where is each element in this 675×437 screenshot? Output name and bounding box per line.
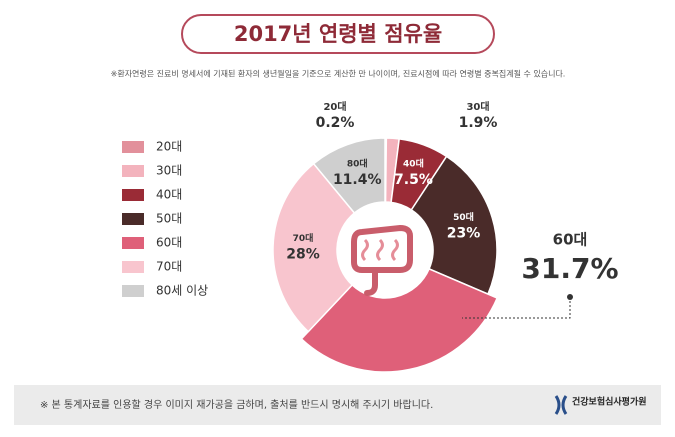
title-frame <box>181 14 495 54</box>
legend-swatch <box>122 165 144 177</box>
value-label: 0.2% <box>316 115 355 131</box>
slice-label: 60대 <box>553 231 588 249</box>
legend-swatch <box>122 189 144 201</box>
intestine-detail <box>361 238 399 262</box>
footer-note: ※ 본 통계자료를 인용할 경우 이미지 재가공을 금하며, 출처를 반드시 명… <box>40 398 433 411</box>
legend-label: 40대 <box>156 188 182 202</box>
value-label: 28% <box>286 246 320 262</box>
slice-label: 50대 <box>453 211 474 223</box>
legend-swatch <box>122 141 144 153</box>
value-label: 31.7% <box>521 252 618 285</box>
slice-label: 40대 <box>403 158 424 170</box>
value-label: 11.4% <box>333 172 382 188</box>
intestine-icon <box>351 224 413 296</box>
legend-label: 80세 이상 <box>156 284 208 298</box>
legend-label: 20대 <box>156 140 182 154</box>
slice-label: 70대 <box>293 232 314 244</box>
logo-text: 건강보험심사평가원 <box>572 396 647 408</box>
legend-label: 30대 <box>156 164 182 178</box>
value-label: 23% <box>447 225 481 241</box>
slice-label: 30대 <box>466 100 489 113</box>
legend-swatch <box>122 261 144 273</box>
slice-label: 80대 <box>347 157 368 169</box>
legend-label: 50대 <box>156 212 182 226</box>
slice <box>300 267 499 373</box>
slice-label: 20대 <box>323 100 346 113</box>
leader-line <box>462 297 571 319</box>
legend-swatch <box>122 213 144 225</box>
chart-title: 2017년 연령별 점유율 <box>234 22 442 46</box>
footer-band <box>14 385 661 425</box>
legend-swatch <box>122 285 144 297</box>
value-label: 7.5% <box>394 172 433 188</box>
center-hole <box>337 202 433 298</box>
value-label: 1.9% <box>459 115 498 131</box>
legend-label: 60대 <box>156 236 182 250</box>
subtitle: ※환자연령은 진료비 명세서에 기재된 환자의 생년월일을 기준으로 계산한 만… <box>111 69 566 79</box>
legend-label: 70대 <box>156 260 182 274</box>
logo-icon <box>554 395 568 415</box>
legend-swatch <box>122 237 144 249</box>
